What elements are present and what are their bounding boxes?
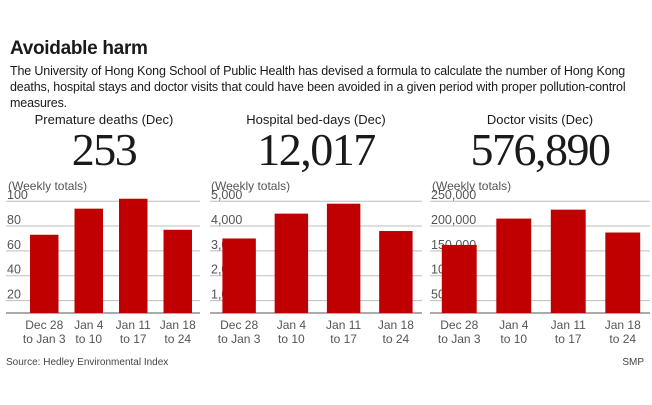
x-tick-label: to 10 — [500, 332, 527, 346]
bar — [550, 209, 586, 313]
bar — [326, 203, 361, 313]
panel-bed-days: Hospital bed-days (Dec) 12,017 — [210, 112, 422, 173]
panel-doctor-visits: Doctor visits (Dec) 576,890 — [428, 112, 652, 173]
panel-subtitle: Hospital bed-days (Dec) — [246, 112, 386, 127]
panel-subtitle: Doctor visits (Dec) — [486, 112, 594, 127]
panel-total: 12,017 — [257, 124, 376, 175]
x-tick-label: Jan 11 — [116, 318, 151, 332]
y-tick-label: 5,000 — [211, 188, 242, 202]
y-tick-label: 60 — [7, 238, 21, 252]
x-tick-label: Jan 4 — [277, 318, 307, 332]
x-tick-label: Jan 18 — [160, 318, 196, 332]
bar — [496, 218, 532, 313]
bar — [30, 234, 59, 313]
y-tick-label: 80 — [7, 213, 21, 227]
y-tick-label: 4,000 — [211, 213, 242, 227]
x-tick-label: Jan 18 — [605, 318, 641, 332]
source-note: Source: Hedley Environmental Index — [6, 357, 169, 368]
bar — [441, 244, 477, 313]
credit: SMP — [622, 357, 644, 368]
x-tick-label: to 24 — [383, 332, 410, 346]
bar — [605, 232, 641, 313]
bar — [74, 208, 103, 313]
y-tick-label: 20 — [7, 288, 21, 302]
x-tick-label: Dec 28 — [25, 318, 63, 332]
x-tick-label: to 17 — [120, 332, 147, 346]
x-tick-label: Jan 11 — [326, 318, 361, 332]
x-tick-label: Dec 28 — [220, 318, 258, 332]
bar — [163, 229, 192, 313]
weekly-label: (Weekly totals) — [211, 179, 291, 193]
x-tick-label: Jan 11 — [551, 318, 586, 332]
y-tick-label: 100 — [7, 188, 28, 202]
y-tick-label: 200,000 — [431, 213, 476, 227]
x-tick-label: to Jan 3 — [23, 332, 66, 346]
x-tick-label: to 17 — [330, 332, 357, 346]
chart-description: The University of Hong Kong School of Pu… — [10, 64, 626, 110]
panel-total: 576,890 — [470, 124, 612, 175]
y-tick-label: 250,000 — [431, 188, 476, 202]
panel-total: 253 — [71, 124, 138, 175]
y-tick-label: 40 — [7, 263, 21, 277]
weekly-label: (Weekly totals) — [8, 179, 88, 193]
x-tick-label: to 24 — [164, 332, 191, 346]
x-tick-label: to 24 — [609, 332, 636, 346]
bar — [119, 198, 148, 313]
chart-title: Avoidable harm — [10, 38, 148, 59]
panel-subtitle: Premature deaths (Dec) — [34, 112, 174, 127]
panel-deaths: Premature deaths (Dec) 253 — [4, 112, 204, 173]
x-tick-label: to 10 — [278, 332, 305, 346]
weekly-label: (Weekly totals) — [432, 179, 512, 193]
x-tick-label: to Jan 3 — [218, 332, 261, 346]
x-tick-label: Jan 4 — [74, 318, 104, 332]
x-tick-label: to 17 — [555, 332, 582, 346]
bar — [379, 231, 413, 313]
x-tick-label: Dec 28 — [440, 318, 478, 332]
x-tick-label: to 10 — [75, 332, 102, 346]
bar — [222, 238, 256, 313]
x-tick-label: Jan 18 — [378, 318, 414, 332]
bar — [274, 213, 309, 313]
x-tick-label: Jan 4 — [499, 318, 529, 332]
x-tick-label: to Jan 3 — [438, 332, 481, 346]
